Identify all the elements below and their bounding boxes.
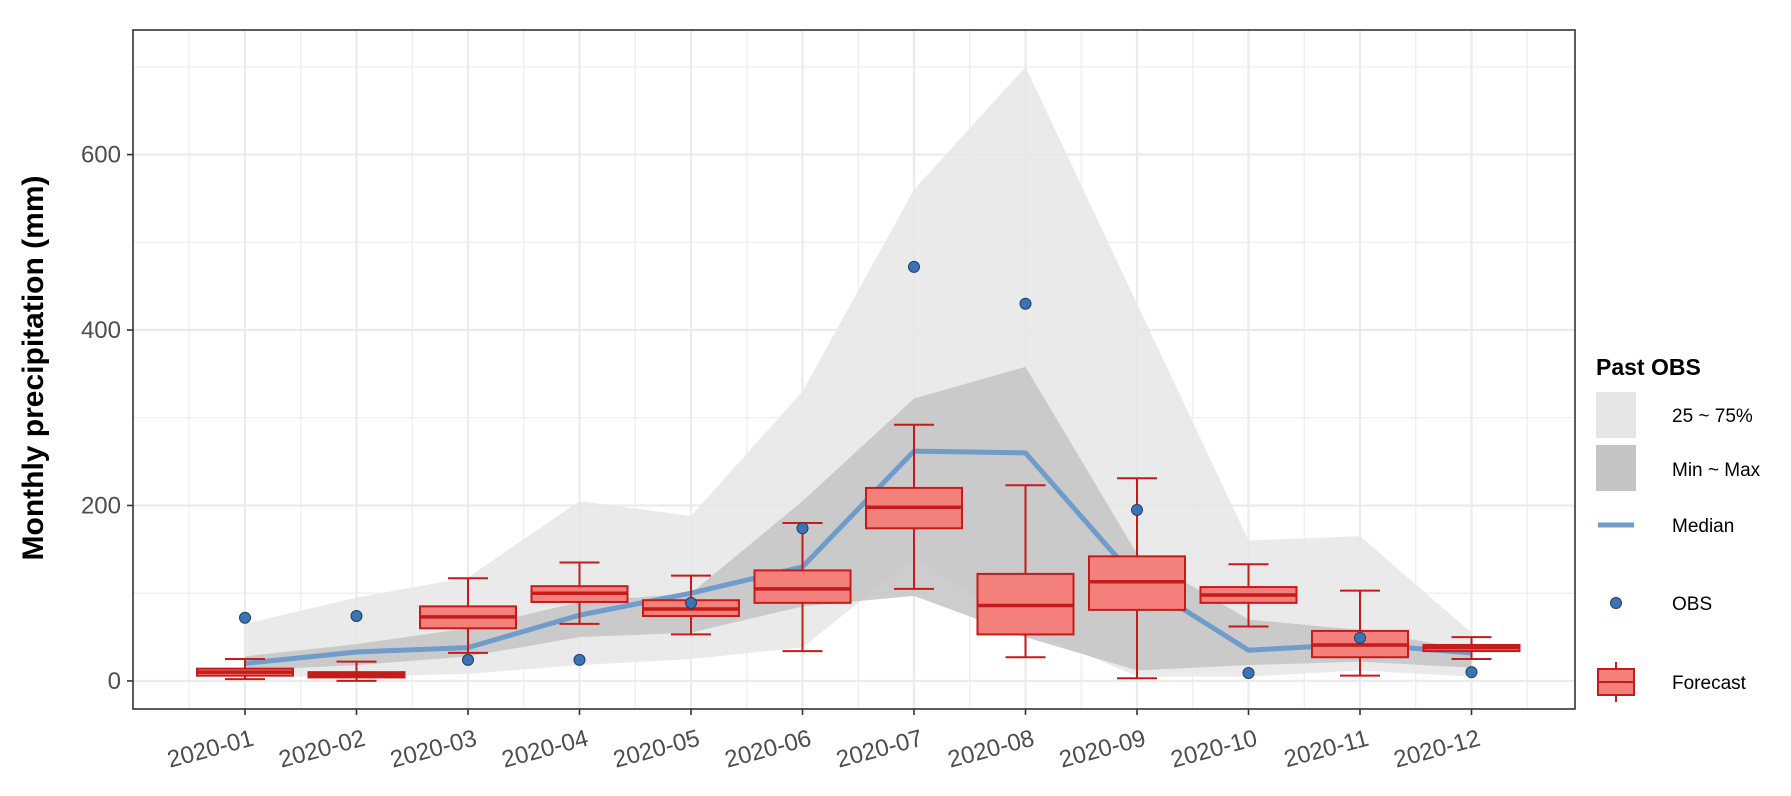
- plot-panel: [132, 29, 1576, 710]
- obs-point: [1019, 297, 1032, 310]
- legend-label: Forecast: [1672, 673, 1747, 694]
- obs-point: [1354, 631, 1366, 644]
- y-axis-label: Monthly precipitation (mm): [17, 176, 50, 561]
- obs-point: [1465, 666, 1478, 679]
- obs-point: [1131, 503, 1143, 516]
- forecast-box: [419, 577, 517, 654]
- y-tick-label: 400: [81, 317, 121, 344]
- obs-point: [239, 611, 251, 624]
- legend-label: Min ~ Max: [1672, 460, 1761, 481]
- y-tick-label: 0: [108, 668, 121, 695]
- legend-key-obs: [1610, 597, 1622, 609]
- forecast-iqr-box: [753, 569, 852, 604]
- legend-key-forecast: [1597, 662, 1635, 702]
- forecast-box: [196, 657, 294, 681]
- forecast-box: [753, 522, 852, 653]
- legend-key-25-75: [1596, 392, 1636, 438]
- min-max-band: [245, 66, 1472, 677]
- obs-point: [573, 653, 586, 666]
- forecast-box: [976, 484, 1075, 659]
- legend: Past OBS 25 ~ 75% Min ~ Max Median OBS Foreca…: [1596, 354, 1761, 702]
- obs-point: [1242, 667, 1255, 680]
- panel-border: [132, 29, 1576, 710]
- median-line: [244, 448, 1472, 666]
- legend-title: Past OBS: [1596, 354, 1701, 380]
- obs-point: [685, 596, 697, 609]
- forecast-box: [1088, 477, 1186, 680]
- legend-key-min-max: [1596, 445, 1636, 491]
- forecast-box: [865, 423, 963, 590]
- obs-point: [350, 610, 363, 623]
- forecast-box: [307, 660, 406, 682]
- y-tick-label: 200: [81, 492, 121, 519]
- obs-point: [462, 653, 474, 666]
- obs-point: [908, 260, 920, 273]
- forecast-box: [1199, 563, 1298, 628]
- legend-label: 25 ~ 75%: [1672, 406, 1753, 427]
- forecast-box: [530, 561, 629, 625]
- y-tick-label: 600: [81, 142, 121, 169]
- obs-point: [796, 522, 809, 535]
- legend-label: Median: [1672, 516, 1734, 537]
- legend-label: OBS: [1672, 594, 1712, 615]
- forecast-box: [1422, 636, 1521, 660]
